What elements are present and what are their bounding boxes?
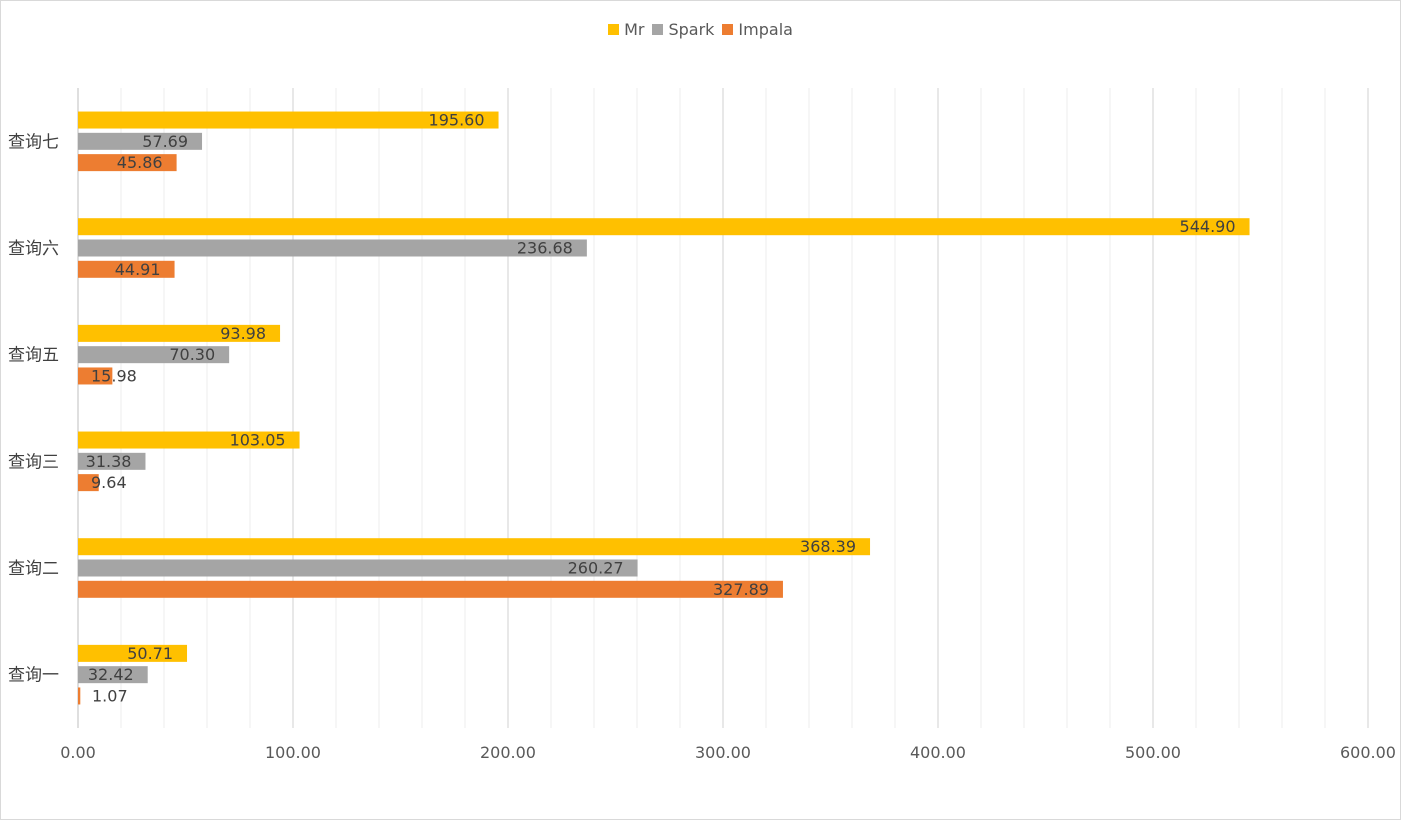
bar-mr bbox=[78, 111, 499, 129]
x-tick-label: 400.00 bbox=[910, 743, 966, 762]
x-tick-label: 300.00 bbox=[695, 743, 751, 762]
data-label: 50.71 bbox=[127, 644, 173, 663]
legend-item-mr: Mr bbox=[608, 20, 644, 39]
category-label: 查询三 bbox=[8, 452, 59, 472]
data-label: 15.98 bbox=[91, 366, 137, 385]
bar-mr bbox=[78, 218, 1250, 236]
x-tick-label: 0.00 bbox=[60, 743, 96, 762]
category-label: 查询一 bbox=[8, 666, 59, 686]
legend-swatch-mr bbox=[608, 24, 620, 35]
data-label: 236.68 bbox=[517, 239, 573, 258]
data-label: 544.90 bbox=[1180, 217, 1236, 236]
data-label: 32.42 bbox=[88, 665, 134, 684]
data-label: 103.05 bbox=[230, 431, 286, 450]
bar-impala bbox=[78, 474, 99, 492]
data-label: 70.30 bbox=[169, 345, 215, 364]
bar-spark bbox=[78, 666, 148, 684]
legend: Mr Spark Impala bbox=[0, 20, 1401, 39]
bar-impala bbox=[78, 260, 175, 278]
category-label: 查询二 bbox=[8, 559, 59, 579]
category-label: 查询五 bbox=[8, 346, 59, 366]
category-label: 查询六 bbox=[8, 239, 59, 259]
data-label: 260.27 bbox=[568, 559, 624, 578]
data-label: 195.60 bbox=[429, 111, 485, 130]
bar-spark bbox=[78, 239, 587, 257]
data-label: 1.07 bbox=[92, 686, 128, 705]
x-tick-label: 200.00 bbox=[480, 743, 536, 762]
bar-mr bbox=[78, 538, 871, 556]
legend-item-spark: Spark bbox=[652, 20, 714, 39]
bar-mr bbox=[78, 431, 300, 449]
bar-mr bbox=[78, 644, 188, 662]
legend-swatch-spark bbox=[652, 24, 664, 35]
data-label: 327.89 bbox=[713, 580, 769, 599]
x-tick-label: 600.00 bbox=[1340, 743, 1396, 762]
category-label: 查询七 bbox=[8, 132, 59, 152]
data-label: 45.86 bbox=[117, 153, 163, 172]
legend-label-spark: Spark bbox=[668, 20, 715, 39]
legend-swatch-impala bbox=[722, 24, 734, 35]
x-tick-label: 100.00 bbox=[265, 743, 321, 762]
bar-impala bbox=[78, 687, 81, 705]
data-label: 368.39 bbox=[800, 537, 856, 556]
legend-label-impala: Impala bbox=[738, 20, 793, 39]
bar-impala bbox=[78, 367, 113, 385]
x-tick-label: 500.00 bbox=[1125, 743, 1181, 762]
data-label: 44.91 bbox=[115, 260, 161, 279]
bar-spark bbox=[78, 346, 230, 364]
legend-label-mr: Mr bbox=[624, 20, 645, 39]
bar-spark bbox=[78, 452, 146, 470]
data-label: 93.98 bbox=[220, 324, 266, 343]
data-label: 9.64 bbox=[91, 473, 127, 492]
bar-spark bbox=[78, 559, 638, 577]
bar-impala bbox=[78, 580, 783, 598]
bar-impala bbox=[78, 154, 177, 172]
data-label: 57.69 bbox=[142, 132, 188, 151]
data-label: 31.38 bbox=[86, 452, 132, 471]
bar-mr bbox=[78, 324, 281, 342]
legend-item-impala: Impala bbox=[722, 20, 793, 39]
bar-spark bbox=[78, 132, 203, 150]
